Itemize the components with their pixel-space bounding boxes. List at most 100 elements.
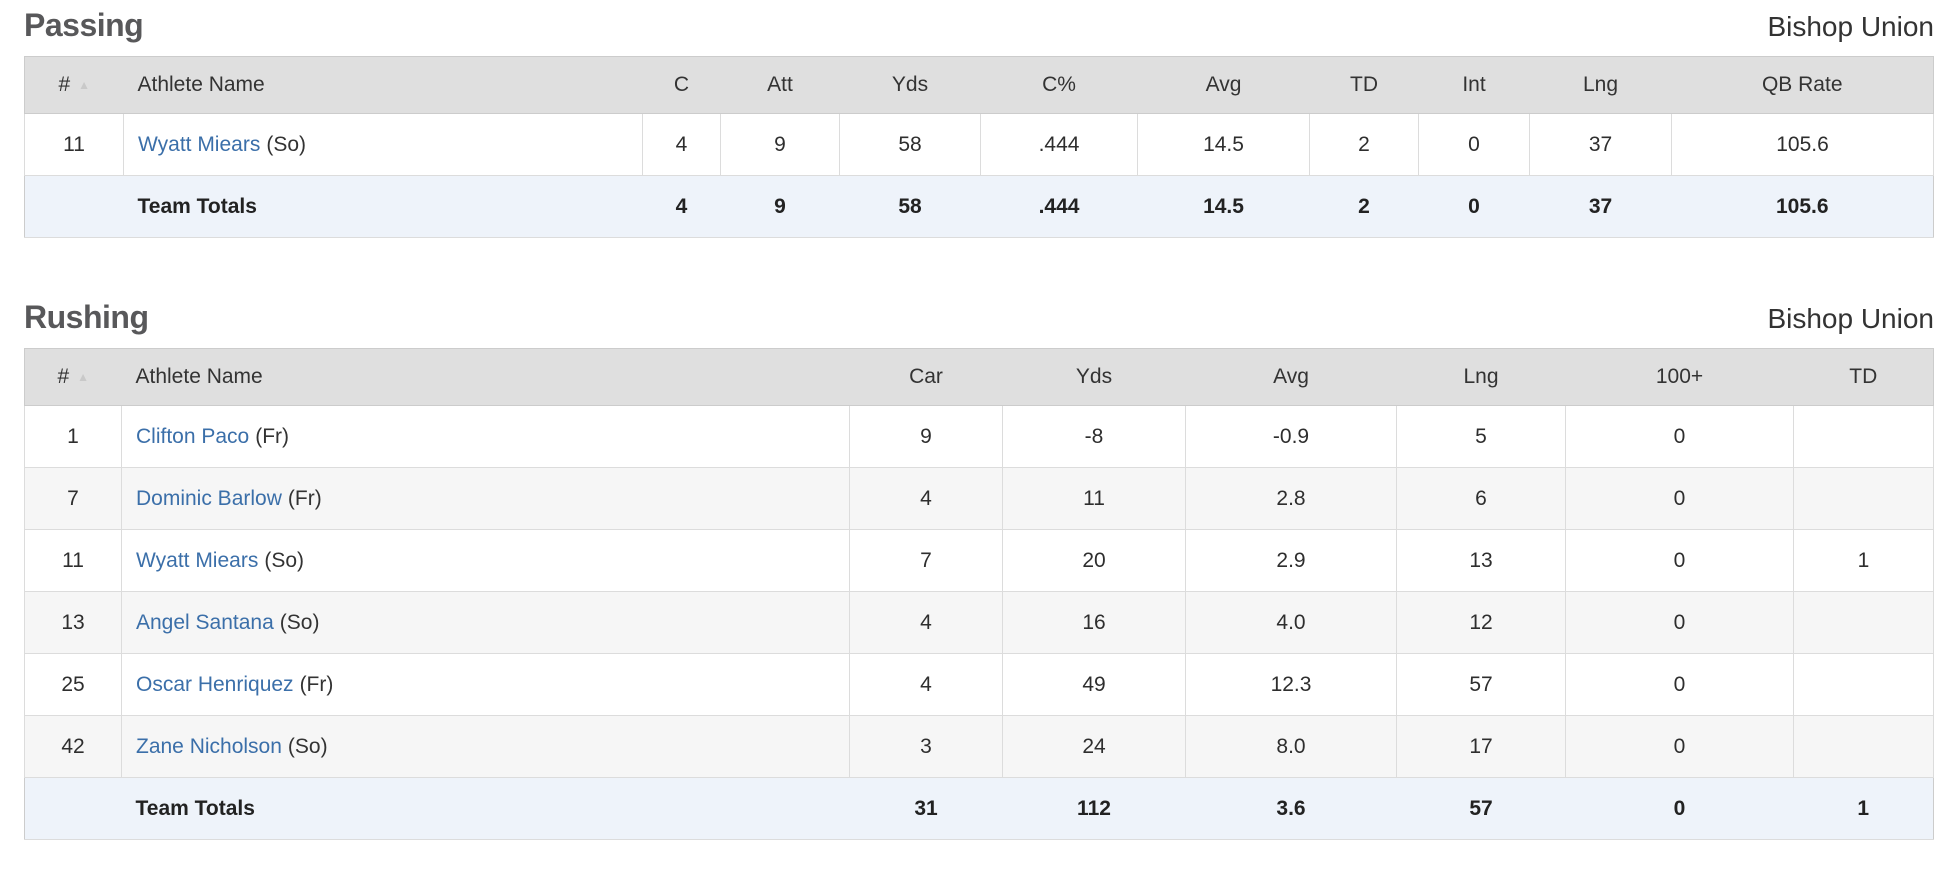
jersey-number: 13	[24, 591, 122, 654]
rushing-col-car[interactable]: Car	[849, 348, 1003, 406]
totals-yds: 58	[839, 175, 981, 238]
stat-cpct: .444	[980, 113, 1138, 176]
table-row: 42 Zane Nicholson (So) 3 24 8.0 17 0	[24, 715, 1934, 778]
table-row: 1 Clifton Paco (Fr) 9 -8 -0.9 5 0	[24, 405, 1934, 468]
passing-col-int[interactable]: Int	[1418, 56, 1530, 114]
totals-int: 0	[1418, 175, 1530, 238]
passing-section-header: Passing Bishop Union	[24, 6, 1934, 44]
athlete-cell: Wyatt Miears (So)	[121, 529, 850, 592]
athlete-grade: (So)	[287, 734, 328, 758]
stat-avg: 14.5	[1137, 113, 1310, 176]
stat-lng: 12	[1396, 591, 1566, 654]
passing-col-td[interactable]: TD	[1309, 56, 1419, 114]
stat-lng: 57	[1396, 653, 1566, 716]
rushing-header-row: # ▲ Athlete Name Car Yds Avg Lng 100+ TD	[24, 348, 1934, 406]
totals-td: 1	[1793, 777, 1934, 840]
stat-100plus: 0	[1565, 591, 1794, 654]
passing-col-c[interactable]: C	[642, 56, 721, 114]
jersey-number: 11	[24, 529, 122, 592]
athlete-link[interactable]: Clifton Paco	[136, 424, 250, 448]
stat-lng: 37	[1529, 113, 1672, 176]
table-row: 25 Oscar Henriquez (Fr) 4 49 12.3 57 0	[24, 653, 1934, 716]
stat-yds: 20	[1002, 529, 1186, 592]
stat-yds: -8	[1002, 405, 1186, 468]
rushing-section: Rushing Bishop Union # ▲ Athlete Name Car…	[24, 298, 1934, 840]
rushing-col-number[interactable]: # ▲	[24, 348, 122, 406]
passing-table: # ▲ Athlete Name C Att Yds C% Avg TD Int …	[24, 56, 1934, 238]
passing-col-att[interactable]: Att	[720, 56, 840, 114]
athlete-cell: Oscar Henriquez (Fr)	[121, 653, 850, 716]
stat-td: 1	[1793, 529, 1934, 592]
athlete-link[interactable]: Dominic Barlow	[136, 486, 282, 510]
stat-avg: -0.9	[1185, 405, 1397, 468]
passing-col-yds[interactable]: Yds	[839, 56, 981, 114]
athlete-cell: Dominic Barlow (Fr)	[121, 467, 850, 530]
athlete-grade: (Fr)	[299, 672, 334, 696]
totals-label: Team Totals	[123, 175, 643, 238]
totals-car: 31	[849, 777, 1003, 840]
stat-td	[1793, 715, 1934, 778]
passing-col-athlete-name[interactable]: Athlete Name	[123, 56, 643, 114]
rushing-col-yds[interactable]: Yds	[1002, 348, 1186, 406]
passing-col-cpct[interactable]: C%	[980, 56, 1138, 114]
rushing-col-avg[interactable]: Avg	[1185, 348, 1397, 406]
stat-car: 4	[849, 591, 1003, 654]
athlete-link[interactable]: Zane Nicholson	[136, 734, 282, 758]
stat-qbrate: 105.6	[1671, 113, 1934, 176]
stat-td	[1793, 467, 1934, 530]
stat-100plus: 0	[1565, 653, 1794, 716]
passing-col-lng[interactable]: Lng	[1529, 56, 1672, 114]
table-row: 11 Wyatt Miears (So) 4 9 58 .444 14.5 2 0…	[24, 113, 1934, 176]
stat-lng: 13	[1396, 529, 1566, 592]
athlete-grade: (So)	[279, 610, 320, 634]
stat-yds: 11	[1002, 467, 1186, 530]
passing-section: Passing Bishop Union # ▲ Athlete Name C A…	[24, 6, 1934, 238]
passing-header-row: # ▲ Athlete Name C Att Yds C% Avg TD Int …	[24, 56, 1934, 114]
passing-col-qbrate[interactable]: QB Rate	[1671, 56, 1934, 114]
athlete-link[interactable]: Wyatt Miears	[136, 548, 259, 572]
totals-100plus: 0	[1565, 777, 1794, 840]
stat-yds: 49	[1002, 653, 1186, 716]
sort-asc-icon: ▲	[78, 78, 91, 92]
athlete-cell: Wyatt Miears (So)	[123, 113, 643, 176]
passing-col-avg[interactable]: Avg	[1137, 56, 1310, 114]
athlete-link[interactable]: Wyatt Miears	[138, 132, 261, 156]
passing-col-number[interactable]: # ▲	[24, 56, 124, 114]
stat-td	[1793, 405, 1934, 468]
stat-100plus: 0	[1565, 715, 1794, 778]
jersey-number: 42	[24, 715, 122, 778]
stat-c: 4	[642, 113, 721, 176]
athlete-grade: (Fr)	[287, 486, 322, 510]
rushing-col-100plus[interactable]: 100+	[1565, 348, 1794, 406]
rushing-col-athlete-name[interactable]: Athlete Name	[121, 348, 850, 406]
stats-page: Passing Bishop Union # ▲ Athlete Name C A…	[24, 6, 1934, 840]
totals-row: Team Totals 31 112 3.6 57 0 1	[24, 777, 1934, 840]
jersey-number: 1	[24, 405, 122, 468]
totals-avg: 14.5	[1137, 175, 1310, 238]
totals-qbrate: 105.6	[1671, 175, 1934, 238]
table-row: 7 Dominic Barlow (Fr) 4 11 2.8 6 0	[24, 467, 1934, 530]
stat-td: 2	[1309, 113, 1419, 176]
totals-label: Team Totals	[121, 777, 850, 840]
athlete-cell: Zane Nicholson (So)	[121, 715, 850, 778]
sort-asc-icon: ▲	[77, 370, 90, 384]
totals-att: 9	[720, 175, 840, 238]
athlete-link[interactable]: Angel Santana	[136, 610, 274, 634]
stat-yds: 16	[1002, 591, 1186, 654]
jersey-number: 11	[24, 113, 124, 176]
athlete-cell: Clifton Paco (Fr)	[121, 405, 850, 468]
stat-100plus: 0	[1565, 467, 1794, 530]
stat-avg: 2.9	[1185, 529, 1397, 592]
athlete-link[interactable]: Oscar Henriquez	[136, 672, 294, 696]
rushing-col-lng[interactable]: Lng	[1396, 348, 1566, 406]
stat-lng: 5	[1396, 405, 1566, 468]
rushing-col-td[interactable]: TD	[1793, 348, 1934, 406]
rushing-section-header: Rushing Bishop Union	[24, 298, 1934, 336]
stat-yds: 58	[839, 113, 981, 176]
stat-td	[1793, 653, 1934, 716]
totals-row: Team Totals 4 9 58 .444 14.5 2 0 37 105.…	[24, 175, 1934, 238]
passing-team-name: Bishop Union	[1767, 11, 1934, 42]
stat-lng: 17	[1396, 715, 1566, 778]
athlete-cell: Angel Santana (So)	[121, 591, 850, 654]
totals-lng: 37	[1529, 175, 1672, 238]
